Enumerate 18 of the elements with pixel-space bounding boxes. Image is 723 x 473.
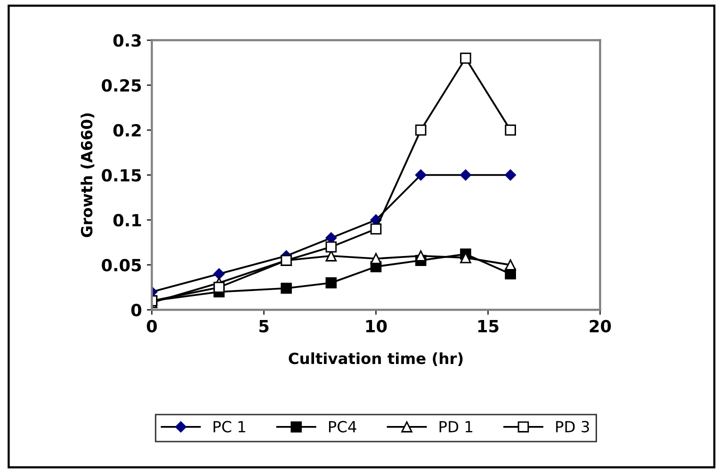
y-tick-label: 0 — [131, 304, 142, 316]
y-tick-label: 0.2 — [113, 124, 141, 137]
y-tick-label: 0.3 — [113, 34, 141, 47]
legend-label: PC4 — [329, 420, 356, 432]
x-axis-title: Cultivation time (hr) — [288, 352, 463, 366]
x-tick-label: 15 — [478, 320, 498, 332]
legend-label: PC 1 — [214, 420, 246, 432]
x-tick-label: 0 — [146, 320, 157, 332]
legend-label: PD 3 — [556, 420, 589, 432]
y-tick-label: 0.25 — [102, 79, 141, 92]
y-tick-label: 0.05 — [102, 258, 141, 272]
y-tick-label: 0.1 — [113, 214, 141, 227]
legend-label: PD 1 — [440, 421, 472, 432]
y-tick-label: 0.15 — [102, 168, 141, 182]
x-tick-label: 20 — [590, 320, 611, 332]
x-tick-label: 5 — [259, 320, 269, 332]
y-axis-title: Growth (A660) — [80, 113, 94, 238]
x-tick-label: 10 — [366, 320, 387, 332]
